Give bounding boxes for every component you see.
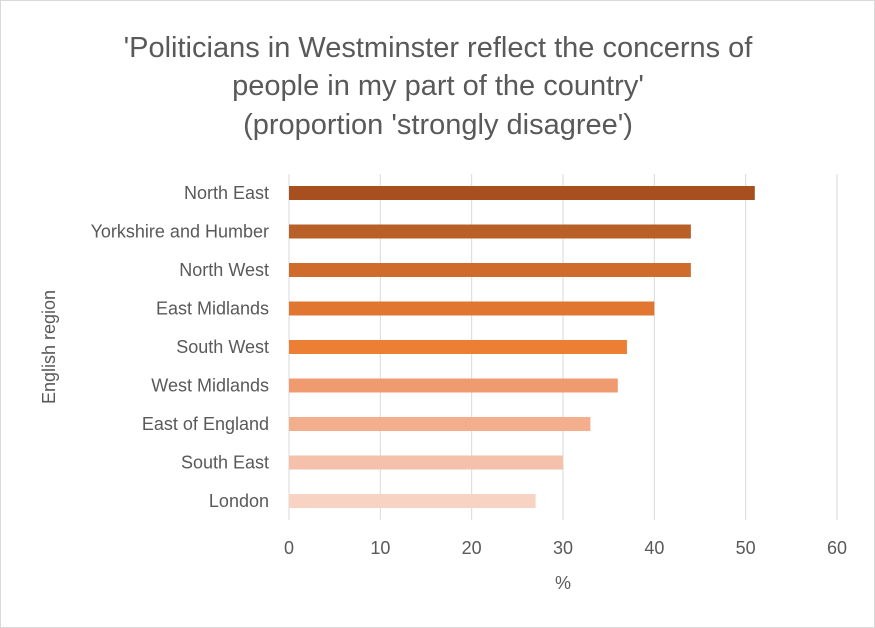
bar [289,455,563,470]
x-tick-label: 10 [370,538,390,558]
bar [289,340,627,354]
x-tick-label: 0 [284,538,294,558]
bars [289,186,755,508]
x-tick-labels: 0 10 20 30 40 50 60 [284,538,847,558]
bar [289,186,755,200]
category-label: West Midlands [151,376,269,396]
bar [289,301,655,316]
x-tick-label: 30 [553,538,573,558]
title-line-1: 'Politicians in Westminster reflect the … [124,32,754,64]
bar [289,417,591,431]
x-tick-label: 20 [462,538,482,558]
category-label: Yorkshire and Humber [91,222,269,242]
x-tick-label: 50 [736,538,756,558]
x-tick-label: 60 [827,538,847,558]
bar [289,263,691,277]
bar [289,494,536,508]
bar [289,224,691,239]
category-label: South West [176,337,269,357]
category-label: East of England [142,414,269,434]
category-label: North East [184,183,269,203]
x-tick-label: 40 [644,538,664,558]
chart-title: 'Politicians in Westminster reflect the … [124,32,754,141]
category-label: East Midlands [156,299,269,319]
category-label: South East [181,453,269,473]
x-axis-title: % [555,573,571,593]
category-label: London [209,491,269,511]
title-line-2: people in my part of the country' [232,70,644,102]
category-labels: North East Yorkshire and Humber North West… [91,183,269,511]
title-line-3: (proportion 'strongly disagree') [243,109,633,141]
y-axis-title: English region [39,290,59,404]
bar [289,378,618,393]
category-label: North West [179,260,269,280]
